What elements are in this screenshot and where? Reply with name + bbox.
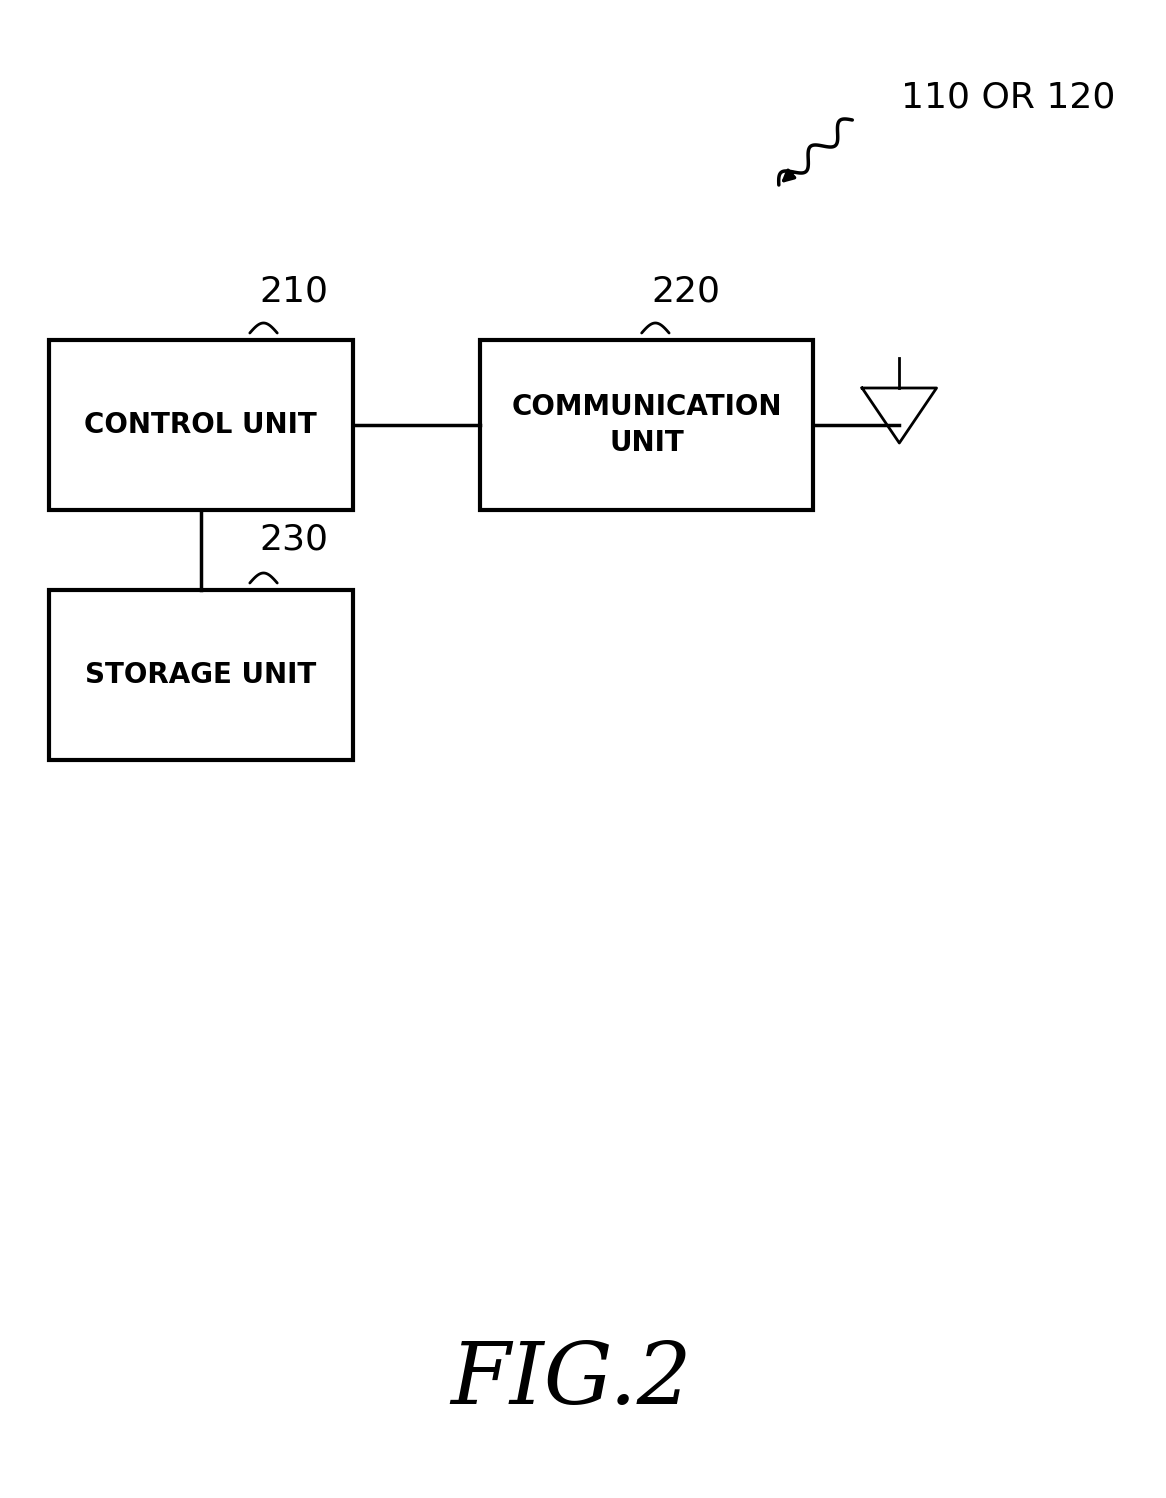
Text: 220: 220 <box>652 274 721 309</box>
Text: FIG.2: FIG.2 <box>450 1339 691 1422</box>
Text: 210: 210 <box>260 274 329 309</box>
Bar <box>480 340 813 509</box>
Text: 110 OR 120: 110 OR 120 <box>901 79 1116 114</box>
Text: 230: 230 <box>260 521 329 556</box>
Bar <box>49 590 352 759</box>
Text: COMMUNICATION
UNIT: COMMUNICATION UNIT <box>512 392 782 457</box>
Text: STORAGE UNIT: STORAGE UNIT <box>85 661 316 689</box>
Text: CONTROL UNIT: CONTROL UNIT <box>84 410 317 439</box>
Bar <box>49 340 352 509</box>
